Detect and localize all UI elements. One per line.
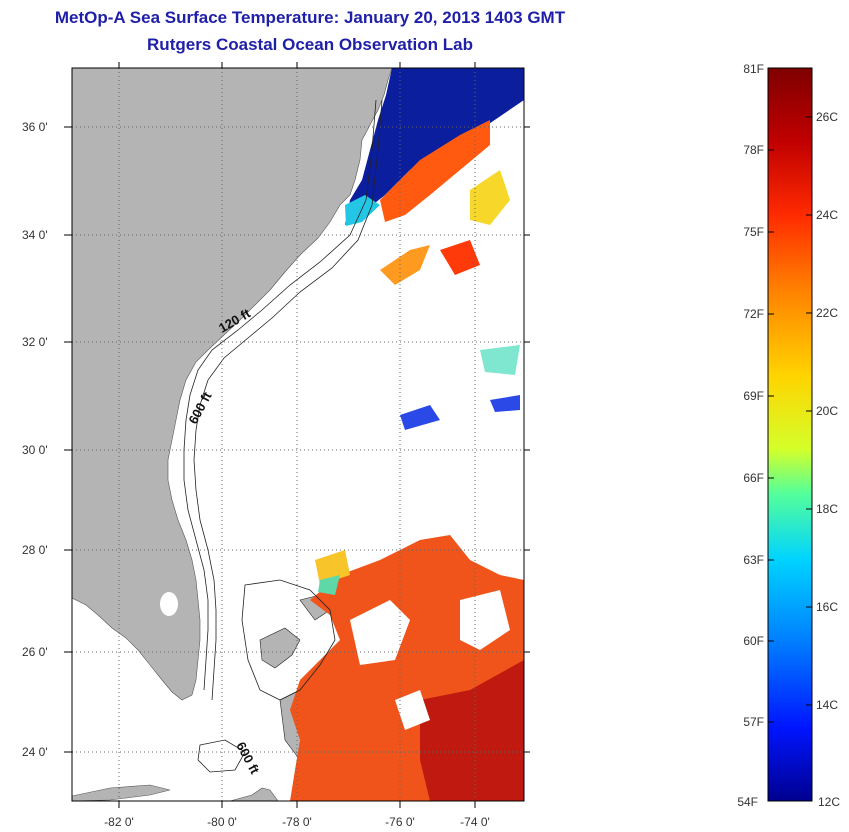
colorbar-c-label: 14C: [816, 698, 838, 712]
cloud-gap-1: [350, 600, 410, 665]
lon-label: -76 0': [385, 815, 415, 829]
sst-patch-cold-north: [345, 68, 524, 225]
land-mainland: [72, 68, 393, 701]
lat-label: 26 0': [22, 645, 48, 659]
lon-label: -74 0': [460, 815, 490, 829]
colorbar-f-label: 75F: [743, 225, 764, 239]
map-subtitle: Rutgers Coastal Ocean Observation Lab: [147, 35, 473, 54]
colorbar-gradient: [767, 67, 813, 802]
map-ticks: [64, 62, 530, 808]
colorbar-c-label: 18C: [816, 502, 838, 516]
cloud-gap-3: [395, 690, 430, 730]
lat-label: 36 0': [22, 120, 48, 134]
colorbar-c-label: 24C: [816, 208, 838, 222]
colorbar-f-label: 66F: [743, 471, 764, 485]
land-cuba: [229, 787, 279, 801]
colorbar-c-label: 12C: [818, 795, 840, 809]
sst-patch-mid-red: [440, 240, 480, 275]
colorbar-f-label: 57F: [743, 715, 764, 729]
colorbar-c-label: 16C: [816, 600, 838, 614]
contour-south: [197, 739, 246, 773]
sst-patch-mid-orange: [380, 245, 430, 285]
colorbar-f-label: 60F: [743, 634, 764, 648]
colorbar-f-label: 63F: [743, 553, 764, 567]
colorbar-c-label: 20C: [816, 404, 838, 418]
contour-600ft: [193, 99, 383, 701]
sst-patch-blue-mid: [400, 405, 440, 430]
colorbar: 81F 78F 75F 72F 69F 66F 63F 60F 57F 54F …: [737, 62, 840, 809]
colorbar-f-label: 72F: [743, 307, 764, 321]
sst-patch-yellow-ne: [470, 170, 510, 225]
lon-label: -80 0': [207, 815, 237, 829]
lat-label: 34 0': [22, 228, 48, 242]
colorbar-f-label: 69F: [743, 389, 764, 403]
lat-label: 28 0': [22, 543, 48, 557]
contour-bahamas: [241, 579, 336, 701]
sst-patch-warm-ne: [380, 120, 490, 222]
contour-120ft: [183, 99, 377, 691]
lake-okeechobee: [160, 592, 178, 616]
colorbar-c-label: 22C: [816, 306, 838, 320]
colorbar-ticks: [768, 116, 812, 723]
colorbar-f-label: 54F: [737, 795, 758, 809]
lon-label: -78 0': [282, 815, 312, 829]
map-title: MetOp-A Sea Surface Temperature: January…: [54, 8, 566, 27]
sst-patch-cyan-north: [345, 195, 380, 226]
sst-patch-cyan-east: [480, 345, 520, 375]
colorbar-f-label: 78F: [743, 143, 764, 157]
sst-patch-blue-east: [490, 395, 520, 412]
lon-label: -82 0': [104, 815, 134, 829]
map-gridlines: [72, 68, 524, 801]
colorbar-f-label: 81F: [743, 62, 764, 76]
map-frame: [71, 67, 525, 802]
lat-label: 24 0': [22, 745, 48, 759]
map-area: 120 ft 600 ft 600 ft: [72, 68, 524, 801]
lat-label: 32 0': [22, 335, 48, 349]
colorbar-c-label: 26C: [816, 110, 838, 124]
sst-patch-hot-southeast: [420, 660, 524, 801]
land-bahamas-1: [259, 627, 301, 669]
lat-label: 30 0': [22, 443, 48, 457]
sst-patch-yellow-south: [315, 550, 350, 585]
cloud-gap-2: [460, 590, 510, 650]
sst-patch-cyan-south: [318, 575, 340, 595]
